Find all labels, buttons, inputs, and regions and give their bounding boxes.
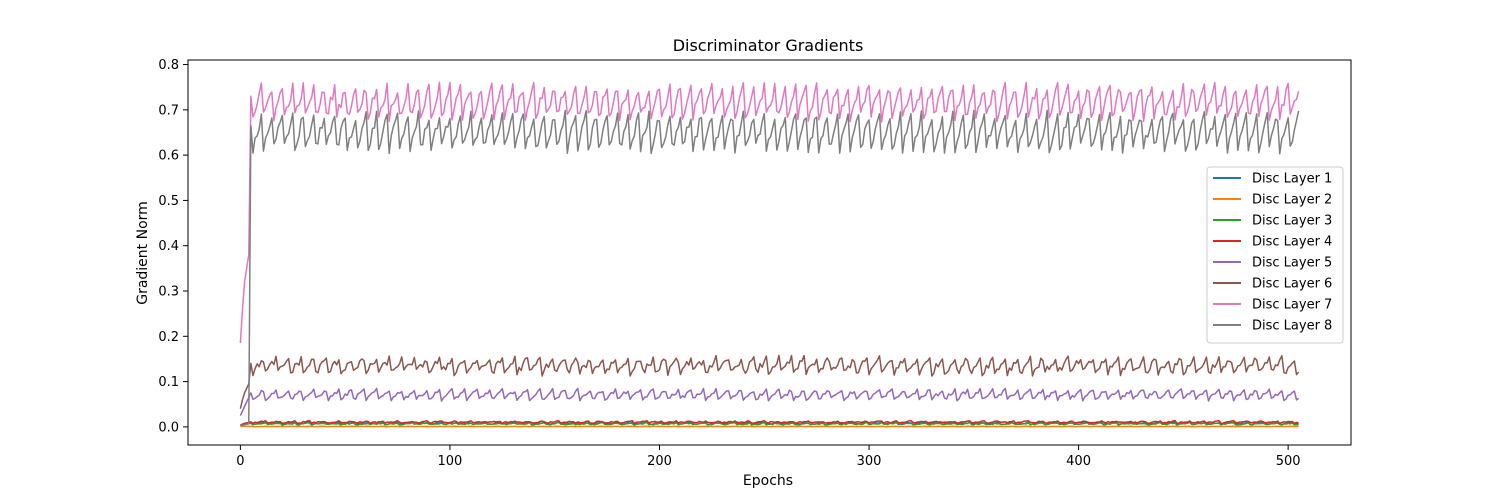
legend-label: Disc Layer 4 <box>1252 235 1332 250</box>
chart-title: Discriminator Gradients <box>673 36 864 55</box>
legend-label: Disc Layer 3 <box>1252 214 1332 229</box>
x-tick-label: 400 <box>1066 454 1091 469</box>
y-tick-label: 0.3 <box>158 285 179 300</box>
legend-label: Disc Layer 7 <box>1252 298 1332 313</box>
series-line-7 <box>239 81 1300 344</box>
y-tick-label: 0.6 <box>158 149 179 164</box>
y-axis-ticks: 0.0 0.1 0.2 0.3 0.4 0.5 0.6 0.7 0.8 <box>158 58 188 435</box>
x-tick-label: 0 <box>236 454 244 469</box>
y-tick-label: 0.8 <box>158 58 179 73</box>
plot-frame <box>187 59 1352 446</box>
series-line-5 <box>239 387 1300 416</box>
x-tick-label: 100 <box>438 454 463 469</box>
y-tick-label: 0.7 <box>158 103 179 118</box>
y-tick-label: 0.0 <box>158 420 179 435</box>
y-tick-label: 0.1 <box>158 375 179 390</box>
legend-label: Disc Layer 1 <box>1252 172 1332 187</box>
x-tick-label: 200 <box>647 454 672 469</box>
series-line-8 <box>240 109 1300 427</box>
y-tick-label: 0.4 <box>158 239 179 254</box>
y-tick-label: 0.2 <box>158 330 179 345</box>
x-tick-label: 300 <box>857 454 882 469</box>
x-axis-label: Epochs <box>743 473 793 489</box>
x-axis-ticks: 0 100 200 300 400 500 <box>236 445 1301 469</box>
series-line-6 <box>239 354 1300 409</box>
legend-label: Disc Layer 2 <box>1252 193 1332 208</box>
legend: Disc Layer 1 Disc Layer 2 Disc Layer 3 Disc… <box>1206 166 1344 344</box>
legend-box <box>1206 166 1344 344</box>
series-line-3 <box>240 421 1299 427</box>
series-line-4 <box>240 419 1299 426</box>
legend-label: Disc Layer 8 <box>1252 319 1332 334</box>
y-tick-label: 0.5 <box>158 194 179 209</box>
legend-label: Disc Layer 5 <box>1252 256 1332 271</box>
legend-label: Disc Layer 6 <box>1252 277 1332 292</box>
plot-lines <box>239 81 1300 428</box>
x-tick-label: 500 <box>1276 454 1301 469</box>
y-axis-label: Gradient Norm <box>135 201 151 305</box>
